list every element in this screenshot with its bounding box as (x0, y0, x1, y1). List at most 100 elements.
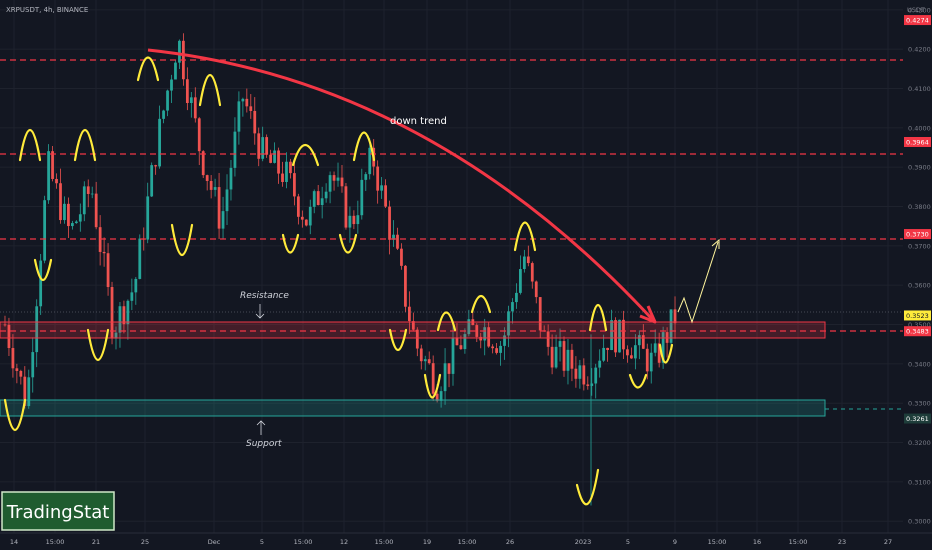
symbol-header[interactable]: XRPUSDT, 4h, BINANCE (6, 6, 88, 14)
candle-body (475, 325, 479, 337)
candle-body (189, 97, 193, 103)
candle-body (554, 346, 558, 368)
candle-body (455, 337, 459, 346)
time-tick-label: 14 (10, 538, 18, 546)
candle-body (213, 187, 217, 190)
time-tick-label: 23 (838, 538, 846, 546)
time-tick-label: 12 (340, 538, 348, 546)
candle-body (606, 347, 610, 351)
candle-body (27, 377, 31, 407)
candle-body (59, 183, 62, 221)
candle-body (618, 319, 621, 353)
time-tick-label: 15:00 (458, 538, 477, 546)
time-tick-label: 19 (423, 538, 431, 546)
time-tick-label: 5 (626, 538, 630, 546)
candle-body (110, 287, 114, 339)
candle-body (293, 173, 296, 197)
candle-body (261, 137, 265, 159)
time-tick-label: 15:00 (375, 538, 394, 546)
time-tick-label: 9 (673, 538, 677, 546)
candle-body (122, 306, 126, 325)
candle-body (499, 345, 502, 353)
price-tick-label: 0.3800 (908, 203, 931, 211)
candle-body (332, 175, 336, 181)
candle-body (653, 343, 657, 353)
candle-body (86, 186, 90, 194)
candle-body (630, 355, 633, 359)
swing-trough-4 (170, 223, 194, 257)
candle-body (626, 349, 629, 356)
candle-body (614, 320, 617, 353)
candle-body (296, 196, 300, 217)
candle-body (419, 348, 423, 362)
support-zone (0, 399, 826, 417)
candle-body (7, 324, 11, 349)
candle-body (118, 306, 122, 333)
candle-body (479, 336, 483, 341)
candle-body (439, 391, 443, 401)
candle-body (70, 223, 74, 227)
candle-body (586, 384, 590, 386)
candle-body (138, 238, 142, 279)
candle-body (384, 185, 387, 207)
time-axis[interactable]: 14 15:00 21 25 Dec 5 15:00 12 15:00 19 15:00 26 2023… (0, 532, 932, 546)
candle-body (610, 320, 613, 351)
candle-body (415, 329, 419, 349)
swing-trough-1 (3, 398, 27, 432)
candle-body (320, 198, 324, 205)
candle-body (197, 118, 201, 152)
candle-body (289, 161, 292, 174)
candle-body (364, 174, 368, 180)
candle-body (657, 343, 661, 363)
candle-body (19, 370, 23, 377)
candle-body (233, 131, 237, 168)
swing-trough-8 (423, 373, 442, 399)
candle-body (23, 376, 27, 407)
swing-annotations (3, 56, 674, 506)
candle-body (633, 345, 637, 359)
price-label-level (904, 326, 931, 337)
candle-body (225, 189, 229, 212)
logo-box (1, 491, 115, 531)
candle-body (185, 79, 189, 103)
candle-body (483, 327, 487, 341)
candle-body (400, 248, 403, 266)
candle-body (39, 260, 43, 307)
candle-body (221, 211, 225, 229)
candle-body (459, 345, 463, 350)
swing-peak-7 (513, 221, 537, 252)
price-axis-background (903, 0, 932, 533)
candle-body (328, 175, 332, 192)
candle-body (526, 256, 530, 264)
support-label: Support (246, 439, 282, 449)
price-tick-label: 0.3000 (908, 518, 931, 526)
candle-body (308, 206, 312, 226)
price-tick-label: 0.3400 (908, 360, 931, 368)
projection-arrowhead (711, 238, 720, 249)
candle-body (645, 348, 649, 372)
candle-body (566, 349, 570, 371)
swing-trough-3 (86, 328, 110, 362)
candle-body (376, 166, 380, 191)
swing-trough-7 (388, 328, 408, 352)
price-axis[interactable]: USDT 0.4300 0.4200 0.4100 0.4000 0.3900 0.380… (903, 0, 932, 533)
candle-body (511, 302, 514, 312)
time-tick-label: 15:00 (46, 538, 65, 546)
price-tick-label: 0.3500 (908, 321, 931, 329)
candle-body (63, 203, 66, 221)
candle-body (253, 110, 257, 134)
time-tick-label: 15:00 (708, 538, 727, 546)
candle-body (3, 324, 7, 326)
tradingstat-logo[interactable]: TradingStat (1, 491, 115, 531)
candle-body (209, 180, 213, 190)
price-label-text: 0.3730 (906, 231, 929, 239)
candle-body (522, 256, 526, 270)
candle-body (661, 332, 665, 363)
time-tick-label: 5 (260, 538, 264, 546)
swing-peak-5 (291, 144, 320, 167)
candle-body (344, 186, 348, 228)
time-tick-label: 26 (506, 538, 514, 546)
candle-body (265, 137, 269, 155)
price-tick-label: 0.3300 (908, 400, 931, 408)
